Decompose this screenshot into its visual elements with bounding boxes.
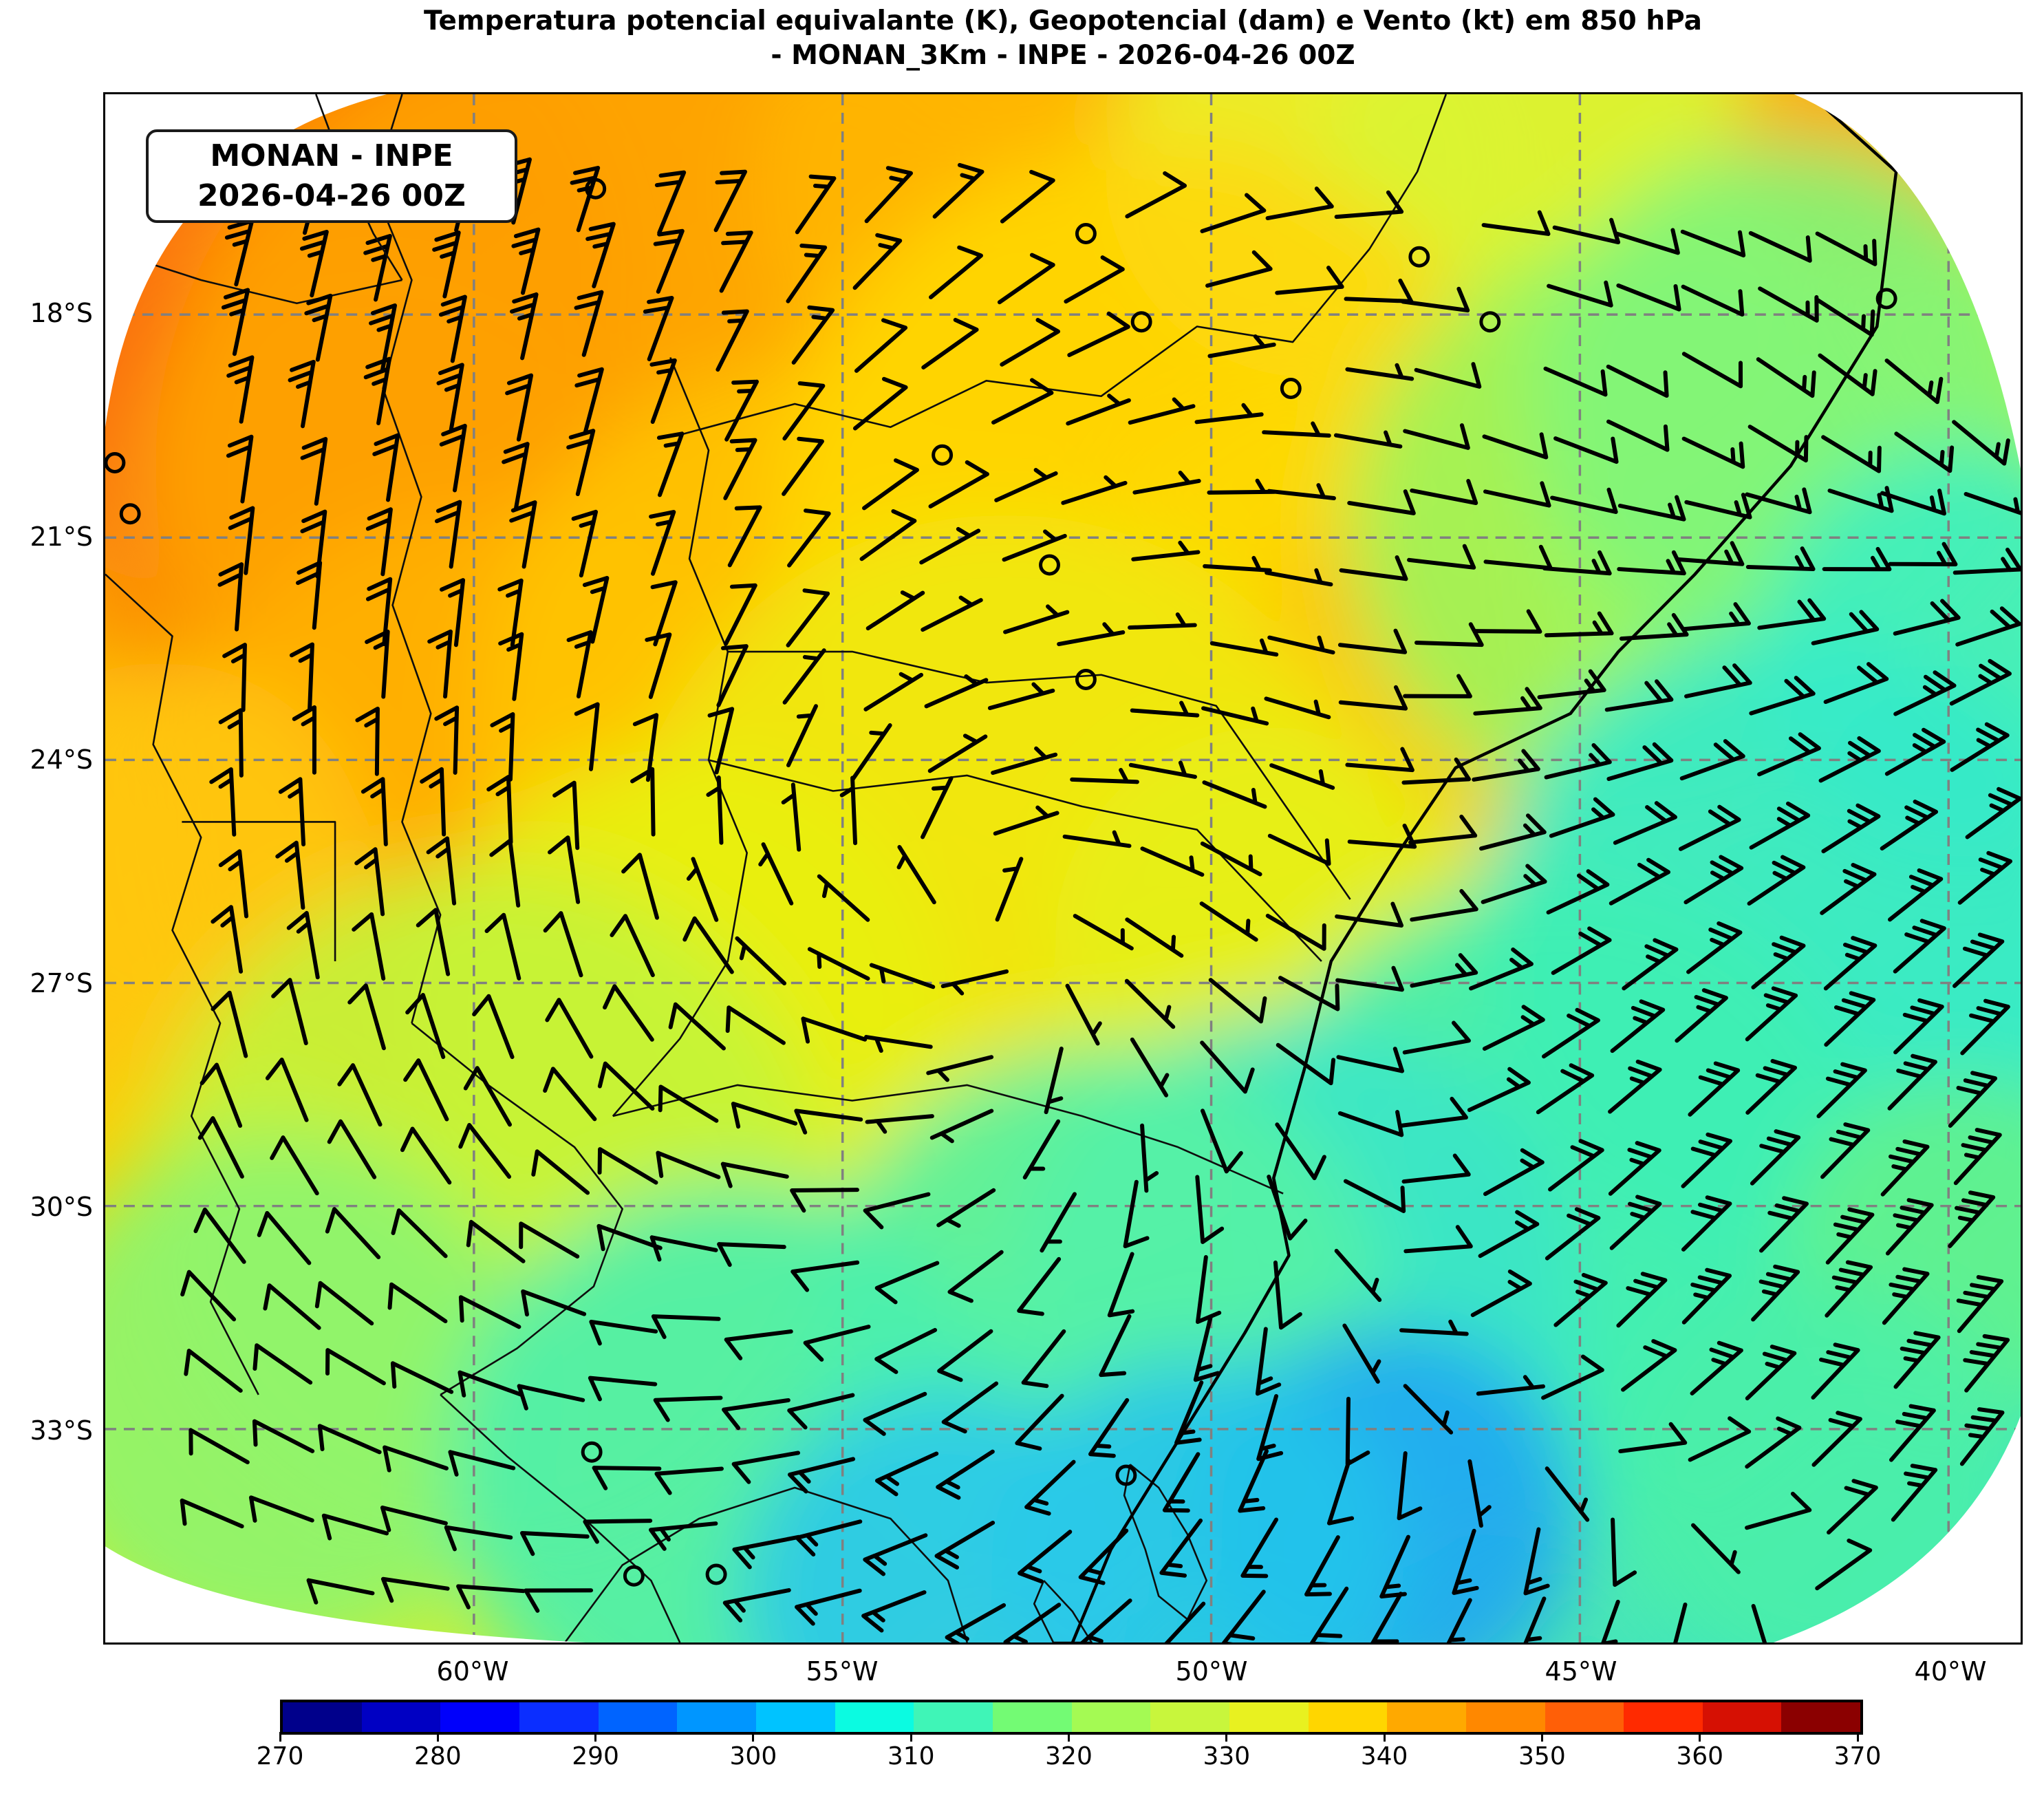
colorbar-tick-mark: [1068, 1732, 1070, 1742]
colorbar-tick-label: 300: [729, 1742, 777, 1770]
colorbar-tick-mark: [1225, 1732, 1228, 1742]
colorbar-segment: [1387, 1702, 1466, 1732]
colorbar-tick-mark: [279, 1732, 281, 1742]
lat-tick-label: 24°S: [30, 745, 93, 775]
map-plot-area: [103, 92, 2023, 1645]
colorbar-segment: [1702, 1702, 1782, 1732]
lon-tick-label: 50°W: [1175, 1656, 1248, 1687]
lat-tick-label: 30°S: [30, 1192, 93, 1222]
colorbar-tick-label: 320: [1045, 1742, 1093, 1770]
colorbar-segment: [1465, 1702, 1545, 1732]
calm-wind-markers: [105, 178, 1897, 1587]
model-info-line2: 2026-04-26 00Z: [197, 178, 466, 213]
colorbar-tick-label: 290: [572, 1742, 619, 1770]
colorbar-segment: [1229, 1702, 1309, 1732]
model-info-line1: MONAN - INPE: [210, 138, 453, 173]
colorbar-tick-mark: [1699, 1732, 1701, 1742]
colorbar-tick-mark: [1540, 1732, 1543, 1742]
colorbar-segment: [361, 1702, 441, 1732]
colorbar-tick-mark: [594, 1732, 597, 1742]
colorbar-segment: [440, 1702, 519, 1732]
lat-tick-label: 21°S: [30, 522, 93, 552]
colorbar-segment: [1071, 1702, 1151, 1732]
colorbar-segment: [1545, 1702, 1624, 1732]
wind-barbs: [180, 154, 2021, 1642]
figure-title: Temperatura potencial equivalante (K), G…: [103, 4, 2023, 73]
map-canvas: [105, 94, 2021, 1642]
colorbar-tick-mark: [436, 1732, 439, 1742]
colorbar-segment: [835, 1702, 914, 1732]
lat-tick-label: 27°S: [30, 968, 93, 998]
colorbar-tick-label: 350: [1518, 1742, 1566, 1770]
colorbar-tick-mark: [910, 1732, 912, 1742]
colorbar-segment: [598, 1702, 678, 1732]
colorbar-segment: [992, 1702, 1072, 1732]
colorbar-segment: [914, 1702, 993, 1732]
lon-tick-label: 40°W: [1914, 1656, 1987, 1687]
coastline: [1071, 94, 1898, 1642]
colorbar-tick-label: 310: [887, 1742, 935, 1770]
colorbar: [280, 1700, 1863, 1735]
lon-tick-label: 60°W: [436, 1656, 509, 1687]
colorbar-segment: [1624, 1702, 1703, 1732]
colorbar-segment: [1308, 1702, 1388, 1732]
colorbar-segment: [677, 1702, 756, 1732]
colorbar-segment: [519, 1702, 599, 1732]
colorbar-tick-label: 340: [1360, 1742, 1408, 1770]
colorbar-segment: [1150, 1702, 1229, 1732]
colorbar-segment: [1781, 1702, 1861, 1732]
lon-tick-label: 45°W: [1545, 1656, 1617, 1687]
figure-title-line1: Temperatura potencial equivalante (K), G…: [424, 6, 1702, 36]
colorbar-tick-label: 270: [256, 1742, 304, 1770]
lat-tick-label: 33°S: [30, 1415, 93, 1446]
colorbar-tick-mark: [1856, 1732, 1859, 1742]
colorbar-tick-label: 280: [413, 1742, 462, 1770]
colorbar-tick-label: 360: [1676, 1742, 1724, 1770]
lat-tick-label: 18°S: [30, 298, 93, 328]
colorbar-tick-mark: [1383, 1732, 1386, 1742]
colorbar-tick-label: 370: [1833, 1742, 1882, 1770]
colorbar-segment: [755, 1702, 835, 1732]
colorbar-tick-mark: [752, 1732, 755, 1742]
colorbar-segment: [283, 1702, 362, 1732]
colorbar-tick-label: 330: [1203, 1742, 1251, 1770]
lon-tick-label: 55°W: [806, 1656, 879, 1687]
figure-title-line2: - MONAN_3Km - INPE - 2026-04-26 00Z: [771, 40, 1355, 71]
model-info-box: MONAN - INPE 2026-04-26 00Z: [146, 129, 517, 223]
